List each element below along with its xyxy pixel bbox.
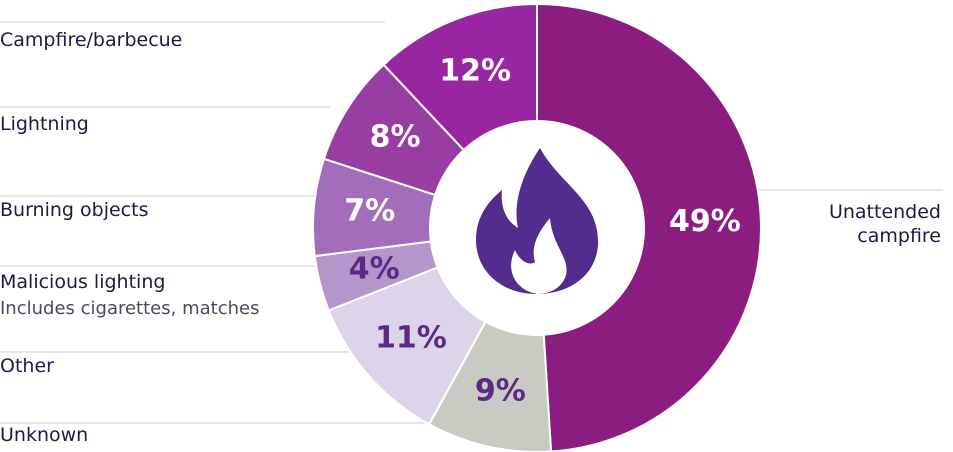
data-label: 11% [375, 321, 447, 356]
category-label: Burning objects [0, 199, 148, 221]
category-label: Other [0, 355, 54, 377]
category-label: Unattended campfire [829, 201, 941, 247]
data-label: 12% [439, 53, 511, 88]
annotation: Includes cigarettes, matches [0, 298, 259, 319]
data-label: 8% [370, 119, 421, 154]
category-label: Campfire/barbecue [0, 29, 182, 51]
category-label: Malicious lighting [0, 271, 165, 293]
category-label: Unknown [0, 424, 88, 446]
slice [536, 2, 762, 452]
leader-lines [0, 21, 943, 424]
data-label: 9% [475, 373, 526, 408]
data-label: 7% [344, 194, 395, 229]
data-label: 4% [349, 251, 400, 286]
flame-icon [476, 148, 599, 294]
category-label: Lightning [0, 113, 89, 135]
data-label: 49% [669, 204, 741, 239]
